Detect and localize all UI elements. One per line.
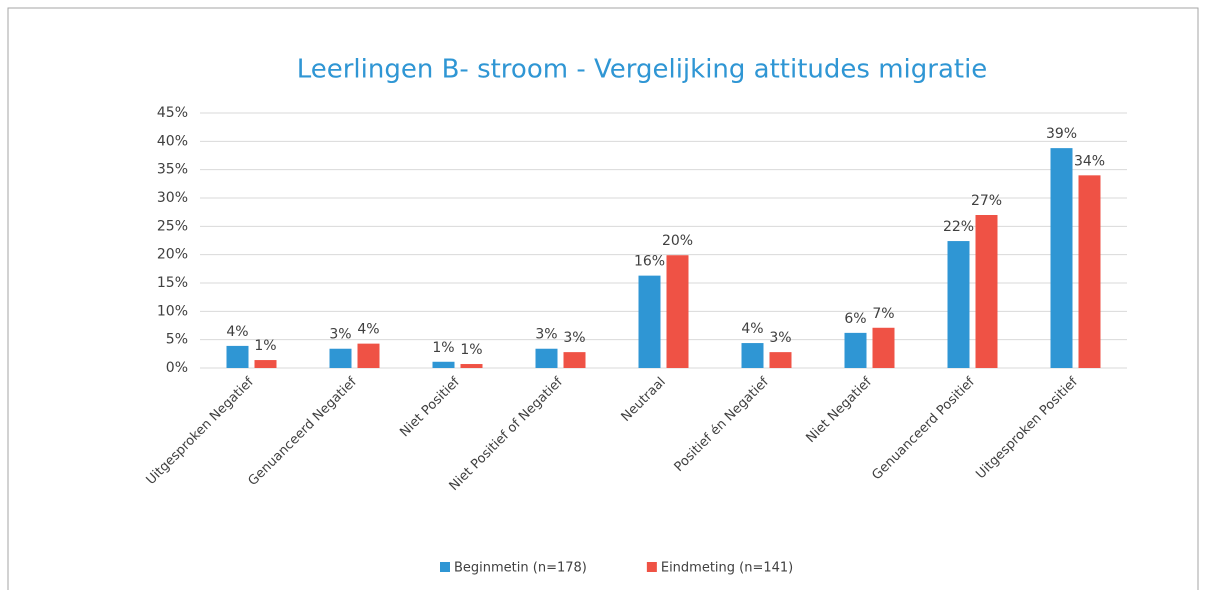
y-tick-label: 5% (166, 332, 188, 348)
bar (329, 348, 352, 368)
bar (226, 345, 249, 368)
data-label: 27% (971, 193, 1002, 209)
data-label: 16% (634, 254, 665, 270)
legend-label: Beginmetin (n=178) (454, 561, 587, 576)
data-label: 4% (226, 324, 248, 340)
bar (947, 241, 970, 368)
bar (432, 361, 455, 368)
x-tick-label: Niet Positief of Negatief (447, 374, 567, 494)
data-label: 3% (563, 330, 585, 346)
y-tick-label: 15% (157, 275, 188, 291)
x-tick-label: Genuanceerd Positief (869, 374, 978, 483)
data-label: 3% (329, 327, 351, 343)
data-label: 22% (943, 219, 974, 235)
bar (975, 215, 998, 368)
bar (460, 364, 483, 368)
data-label: 4% (357, 322, 379, 338)
y-tick-label: 20% (157, 247, 188, 263)
bar (254, 360, 277, 368)
data-label: 1% (460, 342, 482, 358)
data-label: 7% (872, 306, 894, 322)
bar (1078, 175, 1101, 368)
data-label: 20% (662, 233, 693, 249)
data-label: 39% (1046, 126, 1077, 142)
x-tick-label: Neutraal (619, 375, 669, 425)
y-tick-label: 25% (157, 218, 188, 234)
data-label: 4% (741, 321, 763, 337)
bar (638, 275, 661, 368)
y-tick-label: 10% (157, 303, 188, 319)
y-tick-label: 40% (157, 133, 188, 149)
bar (1050, 148, 1073, 368)
legend-label: Eindmeting (n=141) (661, 561, 793, 576)
legend-swatch (646, 562, 657, 572)
data-label: 3% (535, 327, 557, 343)
y-tick-label: 0% (166, 360, 188, 376)
x-tick-label: Positief én Negatief (672, 374, 773, 475)
x-tick-label: Uitgesproken Negatief (144, 374, 258, 488)
x-tick-label: Niet Negatief (804, 374, 876, 446)
x-tick-label: Genuanceerd Negatief (246, 374, 361, 489)
x-tick-label: Niet Positief (397, 374, 463, 440)
bar (741, 343, 764, 368)
bar (769, 352, 792, 368)
legend-swatch (440, 562, 450, 572)
chart-title: Leerlingen B- stroom - Vergelijking atti… (297, 55, 988, 85)
data-label: 1% (432, 340, 454, 356)
data-label: 3% (769, 330, 791, 346)
bar (357, 343, 380, 368)
data-label: 1% (254, 338, 276, 354)
data-label: 6% (844, 311, 866, 327)
bar (872, 327, 895, 368)
data-label: 34% (1074, 153, 1105, 169)
y-tick-label: 45% (157, 105, 188, 121)
bar (563, 352, 586, 368)
y-tick-label: 35% (157, 162, 188, 178)
y-tick-label: 30% (157, 190, 188, 206)
frame (7, 7, 1199, 590)
bar (844, 332, 867, 368)
bar (666, 255, 689, 368)
x-tick-label: Uitgesproken Positief (973, 374, 1081, 482)
bar (535, 348, 558, 368)
